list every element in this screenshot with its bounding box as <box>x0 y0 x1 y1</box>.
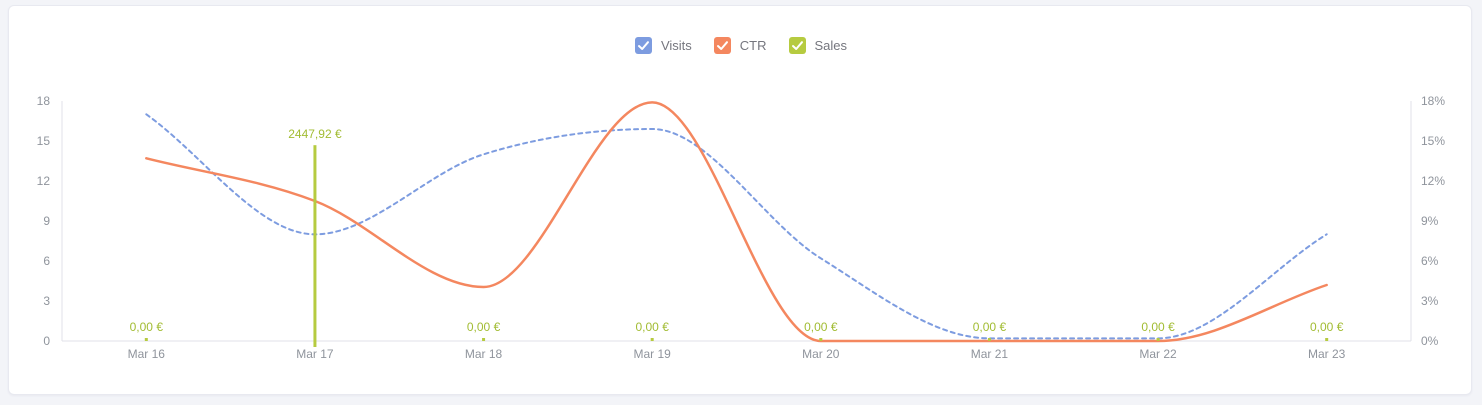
sales-value-label: 0,00 € <box>1310 320 1344 334</box>
x-axis-category-label: Mar 22 <box>1139 347 1177 361</box>
x-axis-category-label: Mar 19 <box>634 347 672 361</box>
legend-label-ctr: CTR <box>739 38 767 53</box>
x-axis-category-label: Mar 18 <box>465 347 503 361</box>
x-axis-category-label: Mar 20 <box>802 347 840 361</box>
left-axis-tick-label: 12 <box>37 174 51 188</box>
sales-value-label: 0,00 € <box>804 320 838 334</box>
visits-line-series <box>145 113 1328 340</box>
right-axis-tick-label: 15% <box>1421 134 1445 148</box>
chart-card <box>8 5 1472 395</box>
left-axis-tick-label: 18 <box>37 94 51 108</box>
x-axis-category-label: Mar 21 <box>971 347 1009 361</box>
sales-value-label: 0,00 € <box>130 320 164 334</box>
left-axis-tick-label: 0 <box>43 334 50 348</box>
sales-zero-bar <box>1156 338 1160 341</box>
sales-value-label: 0,00 € <box>1141 320 1175 334</box>
visits-checkbox-checked-icon[interactable] <box>634 37 652 54</box>
sales-value-label: 0,00 € <box>636 320 670 334</box>
legend-item-visits[interactable]: Visits <box>634 37 692 54</box>
sales-zero-bar <box>482 338 486 341</box>
left-axis-tick-label: 6 <box>43 254 50 268</box>
right-axis-tick-label: 9% <box>1421 214 1439 228</box>
right-axis-tick-label: 12% <box>1421 174 1445 188</box>
right-axis-tick-label: 18% <box>1421 94 1445 108</box>
x-axis-category-label: Mar 17 <box>296 347 334 361</box>
legend-label-sales: Sales <box>814 38 848 53</box>
right-axis-tick-label: 6% <box>1421 254 1439 268</box>
legend-item-ctr[interactable]: CTR <box>713 37 767 54</box>
chart-legend: Visits CTR Sales <box>0 37 1482 54</box>
sales-value-label: 2447,92 € <box>288 127 342 141</box>
sales-zero-bar <box>650 338 654 341</box>
left-axis-tick-label: 3 <box>43 294 50 308</box>
right-axis-tick-label: 3% <box>1421 294 1439 308</box>
ctr-line-series <box>145 101 1328 343</box>
sales-zero-bar <box>987 338 991 341</box>
ctr-checkbox-checked-icon[interactable] <box>713 37 731 54</box>
left-axis-tick-label: 15 <box>37 134 51 148</box>
sales-zero-bar <box>144 338 148 341</box>
left-axis-tick-label: 9 <box>43 214 50 228</box>
legend-item-sales[interactable]: Sales <box>788 37 848 54</box>
sales-value-label: 0,00 € <box>973 320 1007 334</box>
sales-value-label: 0,00 € <box>467 320 501 334</box>
sales-zero-bar <box>819 338 823 341</box>
sales-checkbox-checked-icon[interactable] <box>788 37 806 54</box>
sales-bar <box>313 145 317 347</box>
right-axis-tick-label: 0% <box>1421 334 1439 348</box>
x-axis-category-label: Mar 23 <box>1308 347 1346 361</box>
legend-label-visits: Visits <box>660 38 692 53</box>
x-axis-category-label: Mar 16 <box>128 347 166 361</box>
sales-zero-bar <box>1325 338 1329 341</box>
